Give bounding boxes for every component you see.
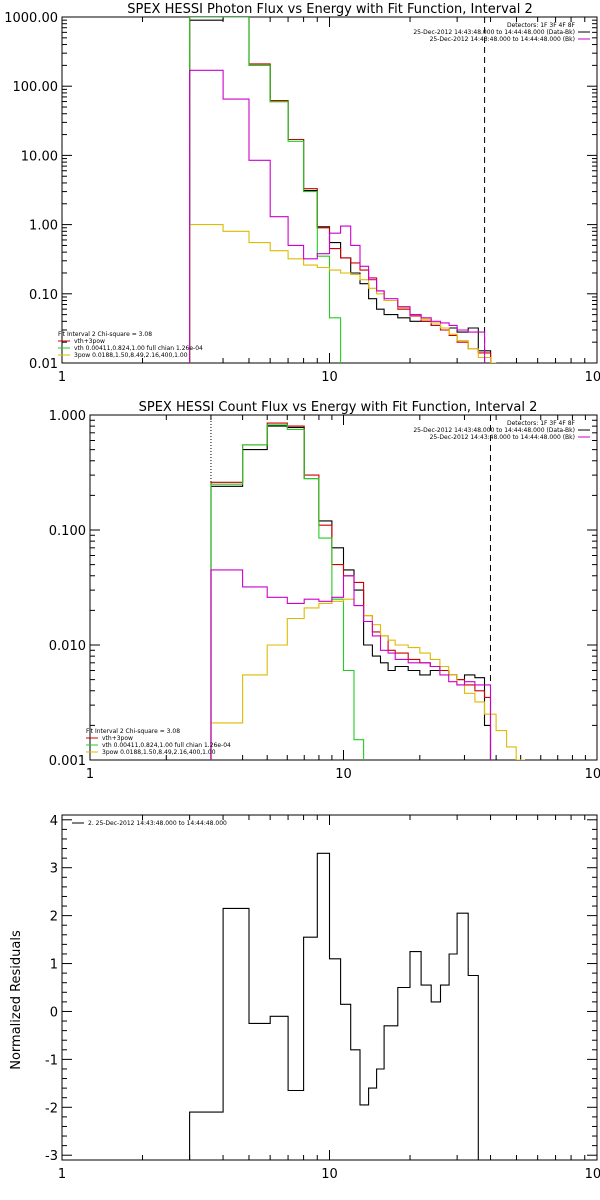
y-axis: -3 -2 -1 0 1 2 3 4 [45,814,597,1164]
y-tick-label: 4 [50,814,58,829]
legend-text: 25-Dec-2012 14:43:48.000 to 14:44:48.000… [430,434,575,441]
series-line-0 [189,17,492,363]
legend-fit: Fit Interval 2 Chi-square = 3.08vth+3pow… [58,331,203,359]
series-group [189,852,485,1160]
legend-text: vth+3pow [102,735,133,742]
series-line-3 [189,224,497,363]
y-tick-label: 0.010 [49,639,86,654]
series-line-0 [189,852,485,1160]
y-tick-label: -3 [45,1149,58,1164]
x-axis: 1 10 100 [58,17,600,385]
legend-text: 25-Dec-2012 14:43:48.000 to 14:44:48.000… [413,29,575,36]
series-line-4 [210,569,492,760]
y-axis: 0.01 0.10 1.00 10.00 100.00 1000.00 [4,11,597,372]
y-tick-label: 0.10 [29,288,58,303]
x-axis: 1 10 100 [58,815,600,1182]
y-tick-label: 10.00 [21,149,58,164]
y-tick-label: 1 [50,958,58,973]
series-line-3 [210,598,525,760]
panel-count-flux: SPEX HESSI Count Flux vs Energy with Fit… [49,400,600,782]
y-tick-label: 100.00 [13,80,59,95]
y-tick-label: 2 [50,910,58,925]
series-group [210,422,525,760]
series-line-2 [210,424,365,760]
y-tick-label: 0.001 [49,754,86,769]
x-axis: 1 10 100 [86,415,600,782]
y-tick-label: 1.00 [29,219,58,234]
legend-text: vth+3pow [74,338,105,345]
x-tick-label: 100 [585,370,600,385]
panel-photon-flux: SPEX HESSI Photon Flux vs Energy with Fi… [4,2,600,385]
legend-text: vth 0.00411,0.824,1.00 full chian 1.26e-… [102,742,231,749]
panel-3-ylabel: Normalized Residuals [9,930,24,1070]
y-tick-label: -2 [45,1101,58,1116]
x-tick-label: 1 [86,767,94,782]
series-group [189,17,497,363]
x-tick-label: 100 [585,767,600,782]
panel-2-plot: 1 10 100 0.001 0.010 0.100 1.000 Detectors: 1F … [49,409,600,782]
panel-3-plot: 1 10 100 -3 -2 -1 0 1 2 3 4 2. 25-Dec-2012 14:43:48… [45,814,600,1182]
y-tick-label: 1000.00 [4,11,58,26]
x-tick-label: 1 [58,370,66,385]
series-line-2 [189,17,342,363]
legend-text: Fit Interval 2 Chi-square = 3.08 [58,331,152,338]
y-tick-label: 3 [50,862,58,877]
panel-1-plot: 1 10 100 0.01 0.10 1.00 10.00 100.00 1000.00 Dete… [4,11,600,385]
legend-text: 25-Dec-2012 14:43:48.000 to 14:44:48.000… [413,427,575,434]
legend-text: 25-Dec-2012 14:43:48.000 to 14:44:48.000… [430,36,575,43]
y-tick-label: 1.000 [49,409,86,424]
legend-text: 3pow 0.0188,1.50,8.49,2.16,400,1.00 [102,749,216,756]
y-tick-label: 0 [50,1005,58,1020]
legend-text: Detectors: 1F 3F 4F 8F [507,420,576,427]
y-tick-label: 0.01 [29,357,58,372]
legend-text: 3pow 0.0188,1.50,8.49,2.16,400,1.00 [74,352,188,359]
legend-text: Detectors: 1F 3F 4F 8F [507,22,576,29]
panel-1-title: SPEX HESSI Photon Flux vs Energy with Fi… [127,2,533,17]
panel-2-title: SPEX HESSI Count Flux vs Energy with Fit… [139,400,538,415]
legend-fit: Fit Interval 2 Chi-square = 3.08vth+3pow… [86,728,231,756]
series-line-0 [210,425,492,760]
legend-top-right: 2. 25-Dec-2012 14:43:48.000 to 14:44:48.… [72,820,227,827]
y-tick-label: -1 [45,1053,58,1068]
x-tick-label: 100 [585,1167,600,1182]
series-line-1 [189,17,492,363]
panel-residuals: Normalized Residuals 1 10 100 -3 -2 -1 0 1 2 3 4 2.… [9,814,600,1182]
x-tick-label: 10 [335,767,352,782]
x-tick-label: 1 [58,1167,66,1182]
legend-text: Fit Interval 2 Chi-square = 3.08 [86,728,180,735]
series-line-4 [189,69,486,363]
x-tick-label: 10 [321,370,338,385]
legend-text: 2. 25-Dec-2012 14:43:48.000 to 14:44:48.… [88,820,227,827]
y-tick-label: 0.100 [49,524,86,539]
x-tick-label: 10 [321,1167,338,1182]
legend-text: vth 0.00411,0.824,1.00 full chian 1.26e-… [74,345,203,352]
series-line-1 [210,422,492,760]
y-axis: 0.001 0.010 0.100 1.000 [49,409,597,769]
